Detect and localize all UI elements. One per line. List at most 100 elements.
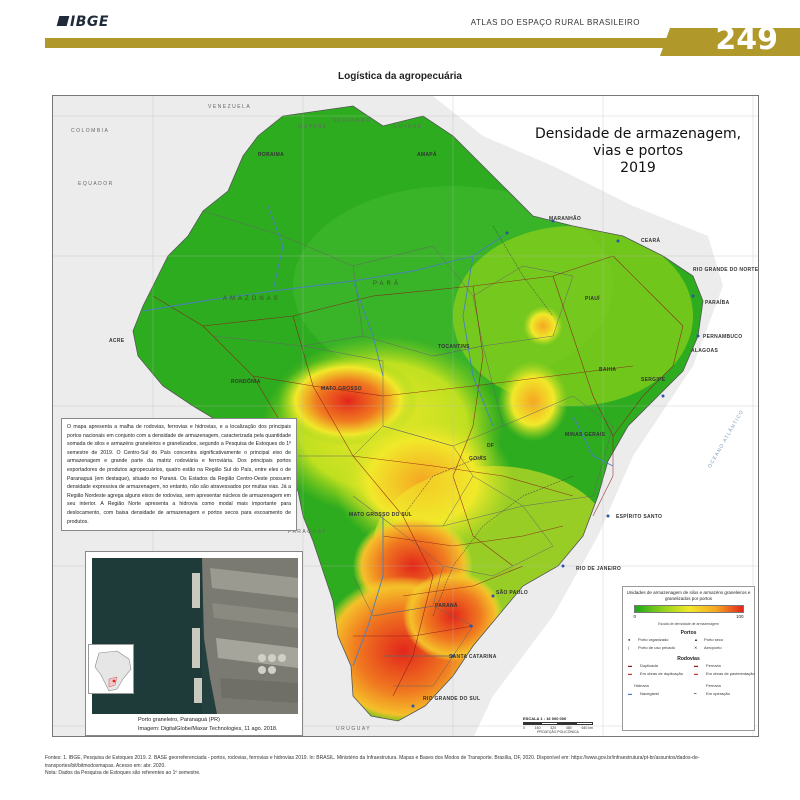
footer-note: Nota: Dados da Pesquisa de Estoques são … bbox=[45, 770, 201, 776]
scale-segment bbox=[575, 722, 593, 725]
legend-road-paving-icon: ▬ bbox=[694, 671, 698, 676]
ibge-logo-mark-icon bbox=[56, 16, 70, 26]
map-description: O mapa apresenta a malha de rodovias, fe… bbox=[61, 418, 297, 532]
logo-text: IBGE bbox=[70, 14, 109, 30]
legend-port-organized: Porto organizado bbox=[638, 637, 669, 642]
port-marker bbox=[505, 231, 509, 235]
country-label-venezuela: VENEZUELA bbox=[208, 104, 252, 110]
legend-row: Hidrovia Ferrovia bbox=[626, 682, 751, 690]
scale-segment bbox=[540, 722, 558, 725]
country-label-equador: EQUADOR bbox=[78, 181, 114, 187]
state-label-ceara: CEARÁ bbox=[641, 238, 661, 244]
map-title-line-3: 2019 bbox=[620, 160, 656, 176]
legend-road-paving: Em obras de pavimentação bbox=[706, 671, 755, 676]
state-label-df: DF bbox=[487, 443, 495, 449]
legend-road-railway: Ferrovia bbox=[706, 663, 721, 668]
scale-segment bbox=[558, 722, 576, 725]
map-title-line-2: vias e portos bbox=[592, 143, 684, 159]
state-label-bahia: BAHIA bbox=[599, 367, 617, 373]
state-label-minas: MINAS GERAIS bbox=[565, 432, 606, 438]
ibge-logo: IBGE bbox=[56, 14, 109, 30]
country-label-guyana: GUYANA bbox=[298, 124, 328, 130]
legend-heading: Unidades de armazenagem de silos e armaz… bbox=[626, 590, 751, 601]
state-label-piaui: PIAUÍ bbox=[585, 296, 600, 302]
state-label-goias: GOIÁS bbox=[469, 456, 487, 462]
country-label-guyane: GUYANE bbox=[393, 124, 423, 130]
port-marker bbox=[696, 334, 700, 338]
state-label-rn: RIO GRANDE DO NORTE bbox=[693, 267, 759, 273]
legend-port-private: Porto de uso privado bbox=[638, 645, 675, 650]
legend-row: | Porto de uso privado ✕ Aeroporto bbox=[626, 644, 751, 652]
state-label-mato-grosso: MATO GROSSO bbox=[321, 386, 362, 392]
photo-box: Porto graneleiro, Paranaguá (PR) Imagem:… bbox=[85, 551, 303, 736]
scale-bar: ESCALA 1 : 16 000 000 0 160 320 480 640 … bbox=[523, 716, 593, 734]
scale-tick: 320 bbox=[550, 726, 557, 730]
page-number: 249 bbox=[715, 22, 778, 57]
port-marker bbox=[661, 394, 665, 398]
legend-waterway: Hidrovia bbox=[634, 683, 649, 688]
railways bbox=[402, 225, 574, 617]
legend-waterway-icon: ▬ bbox=[628, 691, 632, 696]
legend-port-dry: Porto seco bbox=[704, 637, 724, 642]
legend-road-railway-icon: ▬ bbox=[694, 663, 698, 668]
state-label-rio: RIO DE JANEIRO bbox=[576, 566, 622, 572]
legend-waterway-navigable: Navegável bbox=[640, 691, 659, 696]
region-label-amazonas: AMAZONAS bbox=[223, 296, 281, 302]
state-label-espirito-santo: ESPÍRITO SANTO bbox=[616, 514, 663, 520]
scale-segment bbox=[523, 722, 541, 725]
scale-numbers: 0 160 320 480 640 km bbox=[523, 726, 593, 730]
port-marker bbox=[551, 219, 555, 223]
state-label-paraiba: PARAÍBA bbox=[705, 300, 730, 306]
state-label-acre: ACRE bbox=[109, 338, 125, 344]
legend-airport: Aeroporto bbox=[704, 645, 722, 650]
legend-railway-icon: ━ bbox=[694, 691, 697, 696]
country-label-paraguay: PARAGUAY bbox=[288, 529, 328, 535]
scale-tick: 160 bbox=[534, 726, 541, 730]
state-label-maranhao: MARANHÃO bbox=[549, 216, 582, 222]
port-marker bbox=[691, 294, 695, 298]
legend-railway-label: Ferrovia bbox=[706, 683, 721, 688]
state-label-pernambuco: PERNAMBUCO bbox=[703, 334, 743, 340]
legend-tick-high: 100 bbox=[735, 614, 744, 619]
state-label-alagoas: ALAGOAS bbox=[691, 348, 719, 354]
location-inset-map bbox=[88, 644, 134, 694]
state-label-santa-catarina: SANTA CATARINA bbox=[449, 654, 497, 660]
legend-note: Escala de densidade de armazenagem bbox=[658, 622, 719, 626]
legend-road-duplicated-icon: ▬ bbox=[628, 663, 632, 668]
photo-caption-place: Porto graneleiro, Paranaguá (PR) bbox=[138, 717, 220, 723]
page-tab bbox=[660, 28, 800, 56]
country-label-suriname: SURINAME bbox=[333, 118, 372, 124]
port-marker bbox=[491, 594, 495, 598]
legend-airport-icon: ✕ bbox=[694, 645, 698, 650]
region-label-para: PARÁ bbox=[373, 281, 401, 287]
state-label-sergipe: SERGIPE bbox=[641, 377, 666, 383]
northeast-density bbox=[453, 226, 693, 406]
map-title-line-1: Densidade de armazenagem, bbox=[534, 126, 742, 142]
piaui-hotspot bbox=[523, 306, 563, 346]
brazil-border bbox=[132, 105, 704, 722]
scale-tick: 0 bbox=[523, 726, 525, 730]
scale-projection: PROJEÇÃO POLICÔNICA bbox=[537, 730, 579, 734]
legend-roads-heading: Rodovias bbox=[677, 656, 700, 662]
legend-road-duplicated: Duplicada bbox=[640, 663, 658, 668]
legend-road-duplication: Em obras de duplicação bbox=[640, 671, 683, 676]
scale-tick: 480 bbox=[565, 726, 572, 730]
state-label-roraima: RORAIMA bbox=[258, 152, 284, 158]
footer-sources: Fontes: 1. IBGE, Pesquisa de Estoques 20… bbox=[45, 755, 700, 769]
legend-row: ● Porto organizado ▲ Porto seco bbox=[626, 636, 751, 644]
legend-railway-operating: Em operação bbox=[706, 691, 730, 696]
port-marker bbox=[469, 624, 473, 628]
location-marker-icon bbox=[112, 679, 116, 683]
bahia-west-hotspot bbox=[498, 361, 568, 441]
legend-road-duplication-icon: ▬ bbox=[628, 671, 632, 676]
density-map: Densidade de armazenagem, vias e portos … bbox=[52, 95, 759, 737]
legend-row: ▬ Em obras de duplicação ▬ Em obras de p… bbox=[626, 670, 755, 678]
footer: Fontes: 1. IBGE, Pesquisa de Estoques 20… bbox=[45, 755, 760, 778]
legend-color-ramp bbox=[633, 605, 744, 613]
port-marker bbox=[616, 239, 620, 243]
header-band bbox=[45, 38, 670, 48]
port-marker bbox=[451, 654, 455, 658]
scale-title: ESCALA 1 : 16 000 000 bbox=[523, 716, 567, 721]
legend-port-organized-icon: ● bbox=[628, 637, 631, 642]
legend-row: ▬ Duplicada ▬ Ferrovia bbox=[626, 662, 751, 670]
